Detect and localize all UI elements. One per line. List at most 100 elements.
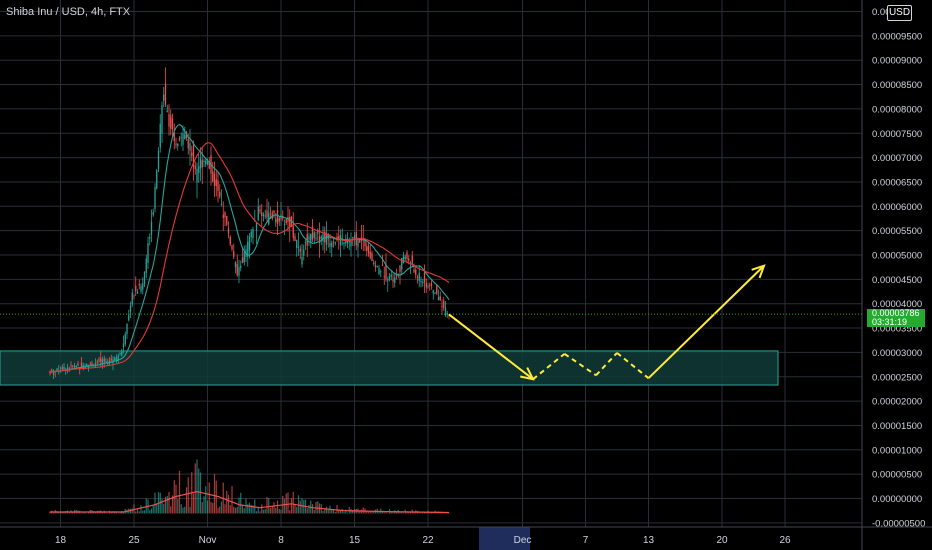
candle-body [292, 225, 294, 238]
candle-body [73, 365, 76, 368]
candle-body [259, 209, 261, 212]
candle-body [147, 243, 149, 264]
y-tick-label: 0.00009500 [872, 31, 922, 42]
volume-bar [156, 503, 158, 514]
candle-body [77, 363, 79, 366]
candle-body [159, 123, 161, 148]
volume-bar [138, 511, 140, 514]
candle-body [196, 168, 198, 182]
candle-body [406, 251, 408, 259]
volume-bar [229, 505, 231, 514]
volume-bar [352, 510, 354, 514]
candle-body [189, 143, 191, 151]
candle-body [100, 358, 102, 362]
candle-body [247, 241, 249, 257]
volume-bar [385, 512, 387, 514]
volume-bar [261, 504, 263, 514]
candle-body [105, 361, 107, 362]
volume-bar [308, 504, 310, 514]
candle-body [145, 258, 147, 273]
volume-bar [418, 511, 420, 514]
candle-body [219, 191, 221, 197]
candle-body [420, 280, 422, 283]
volume-bar [423, 512, 426, 514]
volume-bar [219, 506, 221, 514]
candle-body [388, 275, 391, 280]
candle-body [416, 277, 419, 279]
volume-bar [283, 498, 286, 514]
volume-bar [259, 511, 261, 514]
candle-body [383, 276, 385, 278]
volume-bar [420, 512, 422, 514]
candle-body [150, 221, 153, 235]
volume-bar [334, 511, 336, 514]
candle-body [229, 236, 231, 245]
candle-body [86, 363, 88, 367]
candle-body [287, 216, 289, 223]
volume-bar [255, 511, 258, 514]
volume-bar [166, 495, 168, 514]
candle-body [430, 283, 433, 286]
candle-body [261, 212, 263, 217]
candle-body [346, 238, 349, 244]
candle-body [170, 115, 172, 129]
candle-body [343, 242, 345, 244]
candle-body [380, 271, 382, 273]
moving-average-fast [49, 123, 450, 374]
volume-bar [122, 511, 125, 514]
candle-body [250, 231, 252, 237]
volume-bar [149, 510, 151, 514]
x-tick-label: Dec [514, 535, 532, 546]
volume-bar [154, 492, 156, 514]
volume-bar [406, 512, 408, 514]
candle-body [198, 166, 200, 174]
volume-bar [408, 512, 410, 514]
volume-bar [296, 506, 298, 514]
candle-body [422, 282, 424, 283]
volume-bar [299, 500, 301, 514]
volume-bar [422, 512, 424, 514]
candle-body [154, 186, 156, 209]
candle-body [89, 363, 91, 365]
volume-bar [262, 509, 265, 514]
candle-body [437, 297, 440, 301]
candle-body [121, 351, 123, 356]
volume-bar [142, 510, 144, 514]
volume-bar [322, 510, 324, 514]
y-tick-label: 0.00004000 [872, 299, 922, 310]
candle-body [129, 305, 132, 312]
candle-body [311, 226, 314, 240]
candle-body [357, 237, 359, 247]
y-tick-label: 0.00006000 [872, 202, 922, 213]
candle-body [325, 232, 328, 245]
volume-bar [343, 511, 345, 514]
candle-body [227, 227, 230, 235]
candle-body [72, 365, 74, 367]
candle-body [178, 137, 181, 140]
candle-body [339, 235, 342, 246]
currency-button[interactable]: USD [887, 5, 912, 21]
candle-body [376, 266, 378, 268]
volume-bar [250, 504, 252, 514]
volume-bar [392, 511, 394, 514]
candle-body [332, 241, 335, 243]
candle-body [124, 334, 126, 345]
candle-body [276, 210, 279, 224]
candle-body [348, 239, 350, 243]
candle-body [367, 245, 370, 254]
volume-bar [94, 511, 97, 514]
candle-body [243, 251, 245, 263]
candle-body [238, 267, 240, 276]
volume-bar [63, 512, 65, 514]
candle-body [443, 300, 445, 308]
volume-bar [381, 510, 384, 514]
candle-body [133, 295, 135, 297]
volume-bar [247, 504, 249, 514]
symbol-legend[interactable]: Shiba Inu / USD, 4h, FTX [6, 6, 131, 18]
volume-bar [338, 510, 340, 514]
volume-bar [395, 511, 398, 514]
candle-body [173, 132, 175, 142]
volume-bar [82, 512, 84, 514]
volume-bar [226, 490, 228, 514]
